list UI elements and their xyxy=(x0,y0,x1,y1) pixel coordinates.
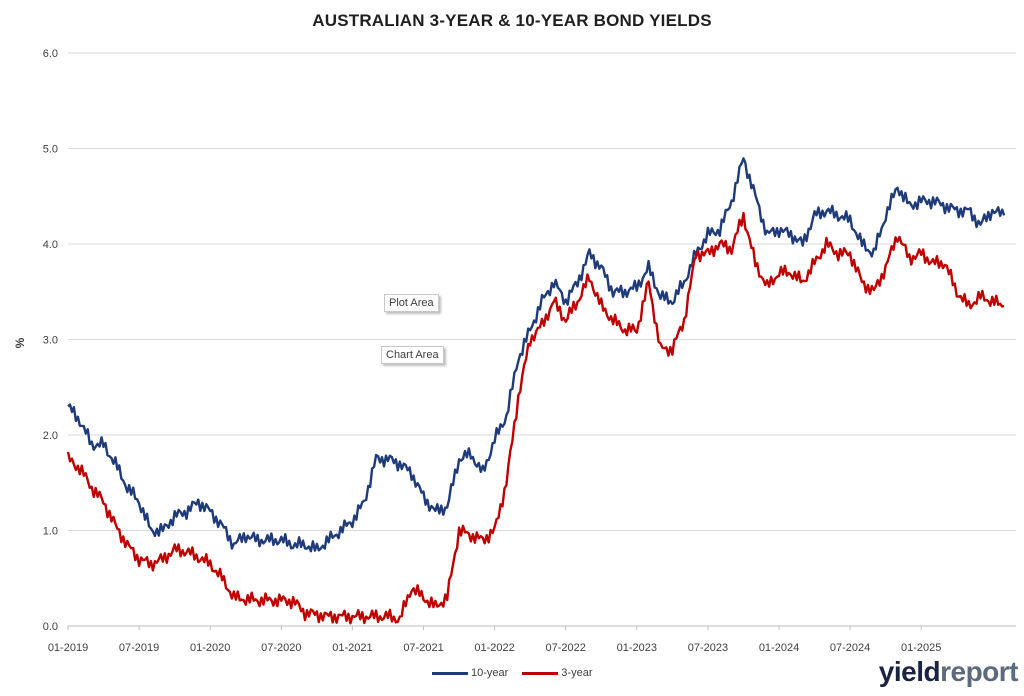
y-tick-label: 2.0 xyxy=(43,430,58,442)
legend-label-10-year: 10-year xyxy=(471,667,509,679)
legend-label-3-year: 3-year xyxy=(561,667,593,679)
x-tick-label: 01-2019 xyxy=(48,642,88,654)
y-tick-label: 0.0 xyxy=(43,621,58,633)
legend-item-10-year: 10-year xyxy=(432,667,508,679)
logo-part-1: yield xyxy=(878,656,941,687)
x-tick-label: 01-2025 xyxy=(901,642,941,654)
legend-swatch-3-year xyxy=(522,671,559,675)
x-tick-label: 07-2021 xyxy=(403,642,443,654)
yieldreport-logo: yieldreport xyxy=(878,656,1019,688)
x-axis: 01-2019 07-2019 01-2020 07-2020 01-2021 07-20… xyxy=(48,626,941,654)
legend-item-3-year: 3-year xyxy=(522,667,592,679)
x-tick-label: 01-2020 xyxy=(190,642,230,654)
series-line-3-year xyxy=(66,211,1005,625)
y-tick-label: 4.0 xyxy=(43,239,58,251)
legend: 10-year 3-year xyxy=(432,667,592,679)
x-tick-label: 07-2024 xyxy=(830,642,870,654)
plot-area-tooltip: Plot Area xyxy=(384,294,439,312)
series-line-10-year xyxy=(67,157,1006,553)
gridlines xyxy=(68,52,1016,627)
series-lines xyxy=(66,157,1006,625)
y-tick-label: 1.0 xyxy=(43,526,58,538)
x-tick-label: 01-2024 xyxy=(759,642,799,654)
y-tick-label: 5.0 xyxy=(43,144,58,156)
x-tick-label: 01-2021 xyxy=(332,642,372,654)
y-tick-label: 6.0 xyxy=(43,48,58,60)
legend-swatch-10-year xyxy=(432,671,468,675)
x-tick-label: 07-2019 xyxy=(119,642,159,654)
x-tick-label: 07-2023 xyxy=(688,642,728,654)
x-tick-label: 01-2023 xyxy=(617,642,657,654)
chart-area-tooltip: Chart Area xyxy=(381,346,444,364)
y-axis: 0.0 1.0 2.0 3.0 4.0 5.0 6.0 xyxy=(43,48,58,633)
x-tick-label: 07-2022 xyxy=(546,642,586,654)
y-axis-label: % xyxy=(13,337,27,348)
y-tick-label: 3.0 xyxy=(43,335,58,347)
x-tick-label: 01-2022 xyxy=(474,642,514,654)
logo-part-2: report xyxy=(940,656,1018,687)
chart-title: AUSTRALIAN 3-YEAR & 10-YEAR BOND YIELDS xyxy=(312,11,712,30)
x-tick-label: 07-2020 xyxy=(261,642,301,654)
